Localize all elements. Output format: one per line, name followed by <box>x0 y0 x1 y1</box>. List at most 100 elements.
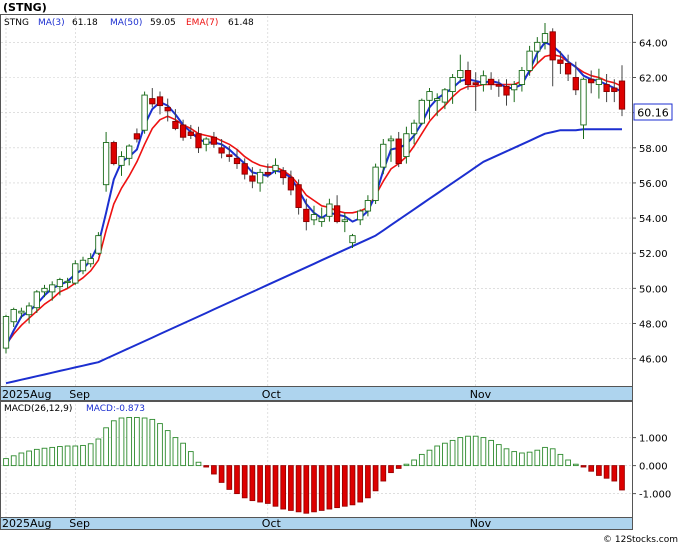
candle-up <box>87 253 94 268</box>
candle-body <box>357 210 364 221</box>
candle-body <box>226 154 233 158</box>
candle-up <box>349 233 356 248</box>
macd-bar-negative <box>257 465 263 503</box>
candle-down <box>156 91 164 115</box>
candle-up <box>480 70 487 92</box>
macd-bar-negative <box>303 465 310 514</box>
macd-bar-positive <box>195 461 202 467</box>
candle-body <box>518 70 526 85</box>
macd-bar-positive <box>80 444 86 467</box>
candle-down <box>187 124 194 139</box>
macd-bar-positive <box>118 417 125 467</box>
candle-body <box>395 138 402 165</box>
macd-bar-negative <box>218 465 225 483</box>
candle-down <box>503 79 510 106</box>
price-tick-label: 62.00 <box>639 74 668 85</box>
macd-bar-positive <box>10 455 17 467</box>
candle-body <box>333 205 341 223</box>
macd-bar-positive <box>164 430 171 467</box>
macd-bar-negative <box>295 465 302 513</box>
candle-up <box>310 205 318 226</box>
price-date-band <box>0 386 633 401</box>
candle-body <box>449 77 456 93</box>
candle-body <box>303 208 310 223</box>
candle-body <box>72 263 79 284</box>
ma50-path <box>5 128 622 385</box>
candle-up <box>426 88 433 120</box>
candle-body <box>310 214 318 221</box>
macd-histogram <box>3 416 625 514</box>
candle-down <box>280 167 287 185</box>
macd-bar-negative <box>211 465 217 475</box>
candle-down <box>588 70 595 94</box>
macd-bar-positive <box>403 463 410 467</box>
candle-body <box>572 77 579 91</box>
candle-body <box>418 99 425 124</box>
macd-bar-positive <box>26 450 32 467</box>
macd-bar-positive <box>472 435 479 467</box>
candle-body <box>580 78 587 126</box>
candle-body <box>426 91 433 101</box>
candle-body <box>280 170 287 179</box>
candle-down <box>264 163 271 178</box>
macd-bar-negative <box>580 465 587 468</box>
macd-date-label: Nov <box>470 517 492 530</box>
candle-body <box>272 164 279 172</box>
candle-up <box>511 81 518 103</box>
candle-body <box>472 82 479 85</box>
candle-body <box>603 84 610 93</box>
macd-bar-negative <box>603 465 610 479</box>
candle-up <box>518 66 526 92</box>
candle-body <box>233 157 241 165</box>
price-date-label: 2025Aug <box>2 388 51 401</box>
candle-up <box>410 119 418 145</box>
price-tick-label: 54.00 <box>639 214 668 225</box>
candle-down <box>226 146 233 162</box>
candle-down <box>395 131 402 168</box>
macd-bar-positive <box>457 437 464 467</box>
macd-bar-positive <box>465 435 471 467</box>
macd-bar-positive <box>149 418 156 467</box>
macd-bar-negative <box>596 465 602 476</box>
candle-body <box>410 122 418 135</box>
candle-body <box>480 75 487 85</box>
candle-down <box>218 139 225 159</box>
macd-bar-negative <box>226 465 233 490</box>
candlestick-series <box>2 23 626 354</box>
candle-up <box>534 37 541 64</box>
candle-body <box>326 203 333 217</box>
macd-bar-positive <box>134 416 140 467</box>
candle-body <box>210 136 218 145</box>
legend-ma3-value: 61.18 <box>72 18 98 28</box>
macd-bar-positive <box>534 449 541 467</box>
macd-params-label: MACD(26,12,9) <box>4 404 72 414</box>
candle-up <box>272 158 279 175</box>
price-panel-frame <box>0 14 633 387</box>
macd-bar-positive <box>103 427 109 467</box>
candle-up <box>357 209 364 226</box>
macd-bar-positive <box>57 446 63 467</box>
macd-bar-negative <box>334 465 340 509</box>
macd-date-label: 2025Aug <box>2 517 51 530</box>
candle-up <box>418 98 425 125</box>
candle-down <box>179 119 187 141</box>
candle-up <box>25 302 33 324</box>
macd-axis: 1.000 0.000 -1.000 <box>632 434 671 501</box>
macd-bar-positive <box>488 439 494 467</box>
candle-body <box>18 310 25 314</box>
price-date-label: Nov <box>470 388 492 401</box>
candle-up <box>595 68 603 99</box>
legend-ma50-label: MA(50) <box>110 18 142 28</box>
legend-ma50-value: 59.05 <box>150 18 176 28</box>
candle-up <box>256 168 264 192</box>
candle-body <box>318 217 325 223</box>
macd-bar-positive <box>49 446 56 467</box>
candle-down <box>133 128 141 143</box>
candle-down <box>333 195 341 224</box>
macd-bar-negative <box>241 465 248 499</box>
candle-body <box>25 305 33 316</box>
candle-body <box>56 279 64 288</box>
macd-bar-positive <box>64 445 71 467</box>
candle-down <box>249 167 256 189</box>
macd-bar-negative <box>388 465 394 474</box>
